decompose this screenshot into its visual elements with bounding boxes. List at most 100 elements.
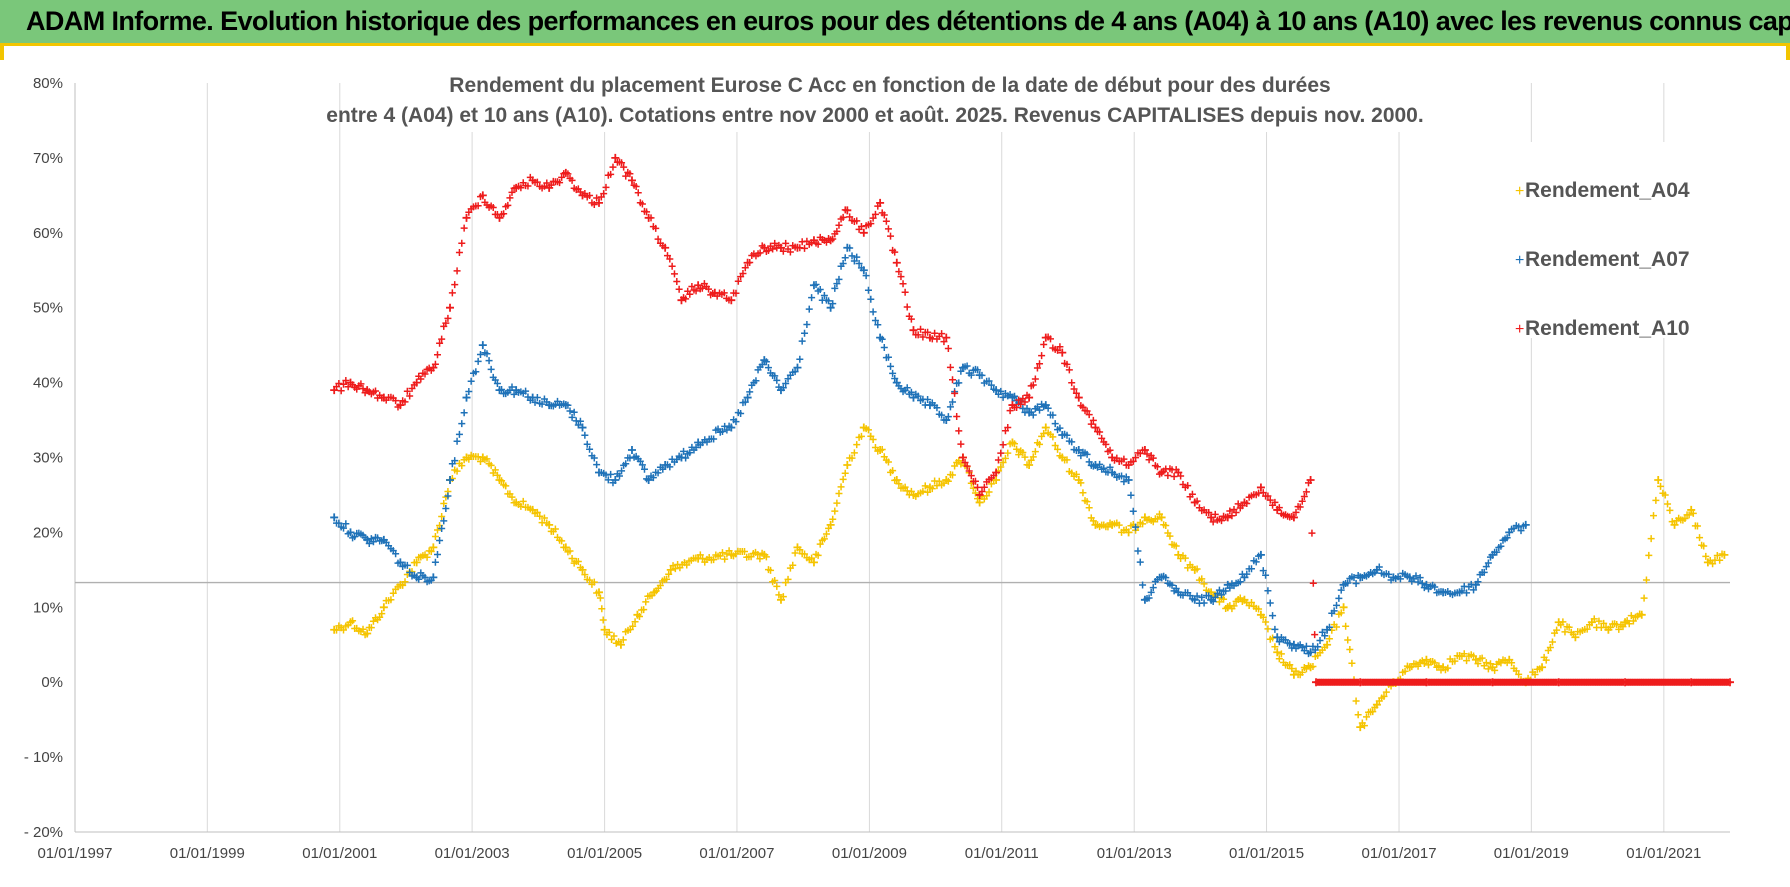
data-point: [455, 249, 463, 257]
data-point: [1181, 554, 1189, 562]
data-point: [1120, 455, 1128, 463]
data-point: [1325, 635, 1333, 643]
data-point: [899, 280, 907, 288]
data-point: [803, 320, 811, 328]
data-point: [533, 508, 541, 516]
x-tick-label: 01/01/2005: [567, 845, 642, 862]
data-point: [406, 392, 414, 400]
data-point: [880, 343, 888, 351]
data-point: [1220, 595, 1228, 603]
data-point: [773, 582, 781, 590]
data-point: [1493, 548, 1501, 556]
data-point: [556, 179, 564, 187]
data-point: [869, 308, 877, 316]
data-point: [779, 593, 787, 601]
data-point: [340, 524, 348, 532]
data-point: [590, 578, 598, 586]
data-point: [864, 426, 872, 434]
y-tick-label: 80%: [33, 75, 63, 92]
data-point: [985, 377, 993, 385]
chart-title-background: [360, 66, 1420, 132]
data-point: [478, 341, 487, 350]
data-point: [644, 475, 653, 484]
data-point: [533, 394, 541, 402]
data-point: [752, 377, 760, 385]
data-point: [1337, 586, 1345, 594]
legend-marker-a10: +: [1515, 321, 1524, 338]
data-point: [903, 384, 911, 392]
data-point: [850, 449, 858, 457]
data-point: [423, 553, 431, 561]
data-point: [871, 210, 879, 218]
data-point: [337, 387, 345, 395]
data-point: [502, 482, 510, 490]
data-point: [1023, 404, 1031, 412]
data-point: [829, 235, 837, 243]
data-point: [627, 176, 636, 185]
data-point: [1083, 450, 1091, 458]
data-point: [698, 284, 706, 292]
data-point: [558, 537, 566, 545]
data-point: [820, 291, 828, 299]
data-point: [871, 316, 879, 324]
data-point: [951, 462, 959, 470]
data-point: [909, 326, 918, 335]
data-point: [846, 244, 854, 252]
data-point: [1004, 449, 1012, 457]
data-point: [434, 551, 442, 559]
data-point: [1106, 463, 1114, 471]
data-point: [434, 351, 442, 359]
data-point: [1044, 404, 1052, 412]
data-point: [746, 388, 754, 396]
data-point: [884, 225, 892, 233]
data-point: [487, 461, 495, 469]
data-point: [1127, 491, 1135, 499]
data-point: [805, 305, 813, 313]
data-point: [798, 337, 806, 345]
data-point: [1243, 499, 1251, 507]
data-point: [517, 502, 525, 510]
data-point: [784, 575, 792, 583]
data-point: [801, 329, 809, 337]
data-point: [829, 300, 837, 308]
data-point: [659, 465, 667, 473]
data-point: [1288, 665, 1296, 673]
frame-corner-right: [1786, 46, 1790, 60]
data-point: [1337, 609, 1345, 617]
data-point: [682, 295, 690, 303]
data-point: [992, 468, 1001, 477]
data-point: [1085, 504, 1093, 512]
data-point: [1072, 389, 1080, 397]
data-point: [508, 188, 516, 196]
data-point: [1223, 513, 1232, 522]
data-point: [737, 410, 745, 418]
data-point: [1330, 607, 1338, 615]
data-point: [705, 285, 713, 293]
data-point: [1463, 589, 1471, 597]
data-point: [1190, 595, 1199, 604]
data-point: [682, 454, 690, 462]
data-point: [1431, 583, 1439, 591]
data-point: [1040, 341, 1048, 349]
data-point: [1264, 625, 1272, 633]
data-point: [647, 214, 655, 222]
data-point: [1382, 688, 1390, 696]
data-point: [453, 467, 461, 475]
data-point: [1289, 513, 1298, 522]
data-point: [859, 228, 868, 237]
data-point: [1226, 584, 1234, 592]
data-point: [1019, 448, 1027, 456]
data-point: [1302, 642, 1310, 650]
data-point: [344, 383, 352, 391]
data-point: [917, 325, 925, 333]
data-point: [1478, 654, 1486, 662]
data-point: [1104, 523, 1112, 531]
data-point: [1369, 708, 1377, 716]
data-point: [862, 272, 870, 280]
data-point: [524, 182, 532, 190]
data-point: [814, 551, 822, 559]
data-point: [1583, 625, 1591, 633]
legend: + Rendement_A04 + Rendement_A07 + Rendem…: [1472, 142, 1704, 340]
data-point: [1619, 623, 1627, 631]
data-point: [975, 498, 984, 507]
